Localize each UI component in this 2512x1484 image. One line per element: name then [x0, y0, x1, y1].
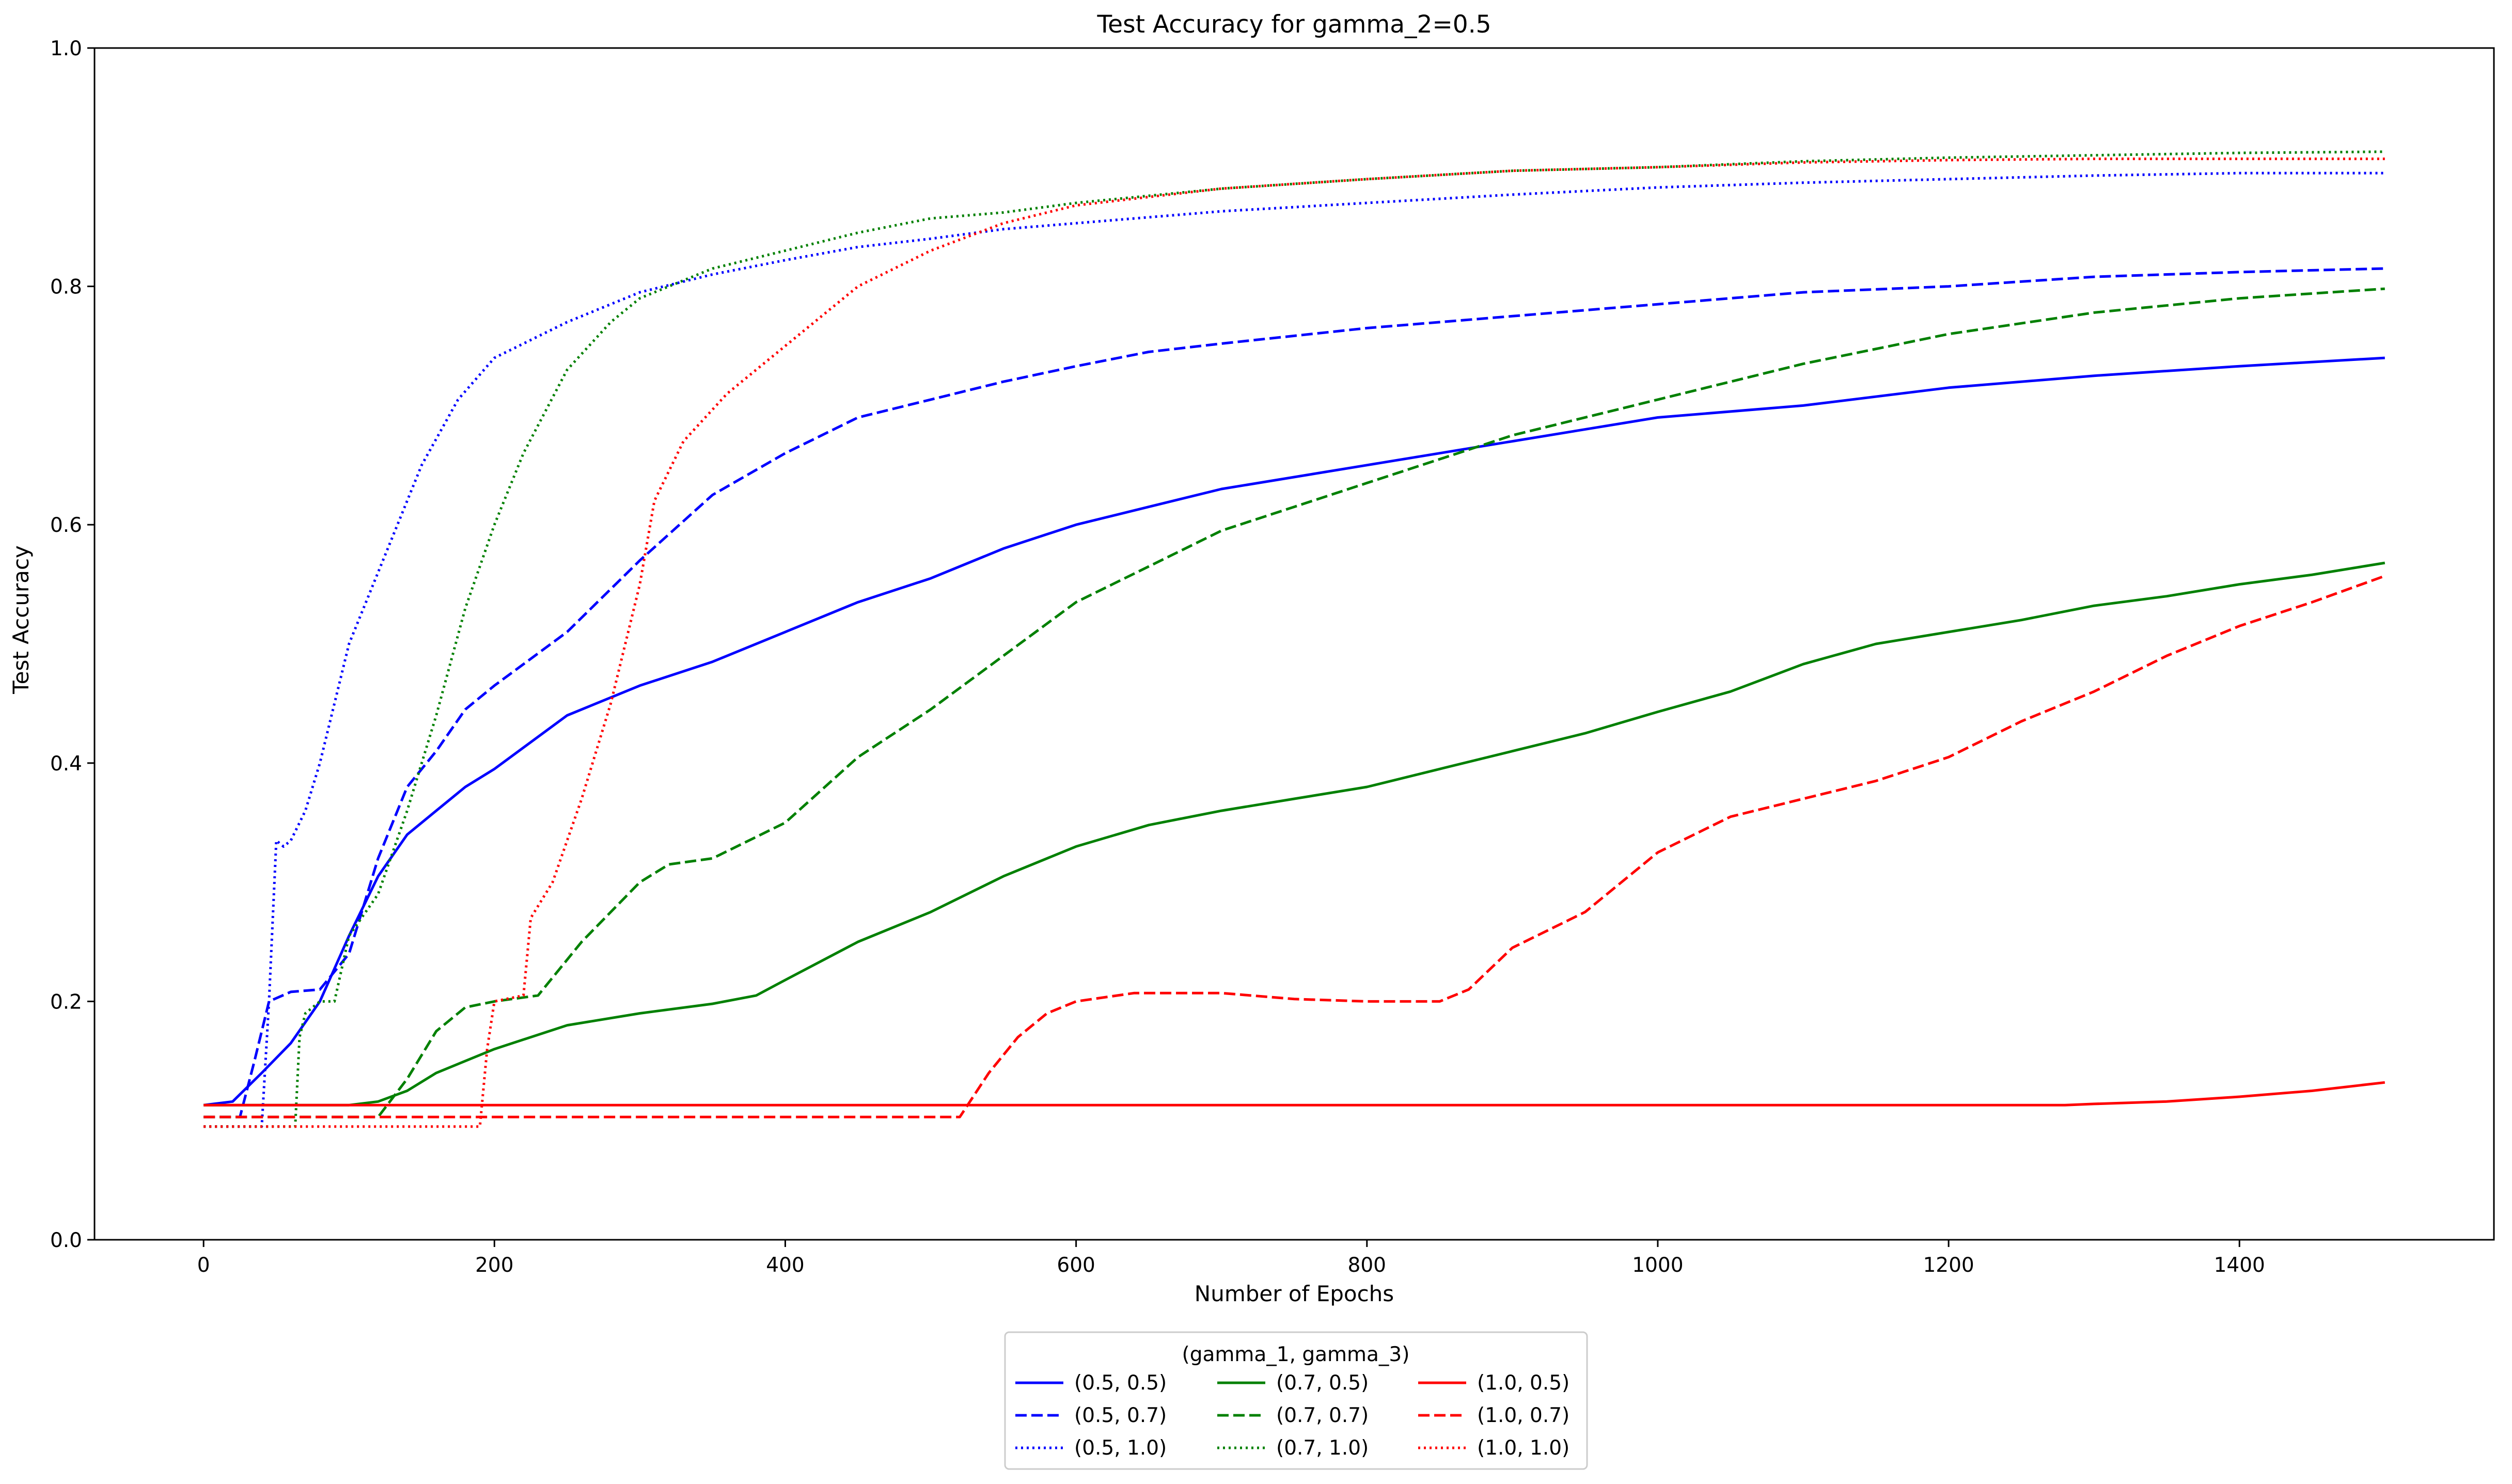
y-tick-label: 0.8 — [50, 276, 82, 299]
plot-frame — [93, 47, 2495, 1241]
series-line-9 — [203, 157, 2385, 1128]
x-tick-label: 0 — [197, 1254, 210, 1277]
x-tick-label: 800 — [1348, 1254, 1386, 1277]
x-axis-ticks: 0 200 400 600 800 1000 1200 1400 — [197, 1240, 2265, 1277]
x-tick-label: 400 — [766, 1254, 804, 1277]
x-tick-label: 1000 — [1632, 1254, 1683, 1277]
series-line-8 — [203, 575, 2385, 1118]
legend-label: (0.7, 1.0) — [1276, 1436, 1369, 1460]
x-tick-label: 200 — [475, 1254, 513, 1277]
y-tick-label: 1.0 — [50, 37, 82, 60]
legend-label: (1.0, 0.5) — [1477, 1371, 1569, 1395]
series-line-1 — [203, 356, 2385, 1107]
x-tick-label: 1200 — [1923, 1254, 1974, 1277]
y-axis-label: Test Accuracy — [8, 545, 34, 694]
legend-label: (0.7, 0.5) — [1276, 1371, 1369, 1395]
legend-entries: (0.5, 0.5) (0.5, 0.7) (0.5, 1.0) (0.7, 0.5)… — [1015, 1371, 1569, 1460]
legend-label: (0.5, 0.5) — [1074, 1371, 1167, 1395]
legend: (gamma_1, gamma_3) (0.5, 0.5)(0.5, 0.7)(… — [1004, 1331, 1588, 1470]
y-tick-label: 0.2 — [50, 990, 82, 1014]
y-axis-ticks: 0.0 0.2 0.4 0.6 0.8 1.0 — [50, 37, 95, 1252]
legend-label: (0.5, 0.7) — [1074, 1404, 1167, 1427]
plot-area — [203, 150, 2385, 1128]
legend-label: (0.5, 1.0) — [1074, 1436, 1167, 1460]
y-tick-label: 0.4 — [50, 752, 82, 776]
x-tick-label: 1400 — [2214, 1254, 2265, 1277]
series-line-4 — [203, 561, 2385, 1107]
legend-label: (1.0, 1.0) — [1477, 1436, 1569, 1460]
legend-label: (1.0, 0.7) — [1477, 1404, 1569, 1427]
series-line-2 — [203, 267, 2385, 1118]
y-tick-label: 0.6 — [50, 514, 82, 537]
legend-title: (gamma_1, gamma_3) — [1182, 1343, 1410, 1366]
series-line-3 — [203, 171, 2385, 1128]
series-line-6 — [203, 150, 2385, 1128]
x-axis-label: Number of Epochs — [1195, 1281, 1394, 1306]
y-tick-label: 0.0 — [50, 1229, 82, 1252]
legend-box — [1004, 1331, 1588, 1470]
series-line-5 — [203, 287, 2385, 1118]
chart-title: Test Accuracy for gamma_2=0.5 — [1096, 10, 1491, 39]
legend-label: (0.7, 0.7) — [1276, 1404, 1369, 1427]
series-line-7 — [203, 1081, 2385, 1107]
x-tick-label: 600 — [1057, 1254, 1095, 1277]
